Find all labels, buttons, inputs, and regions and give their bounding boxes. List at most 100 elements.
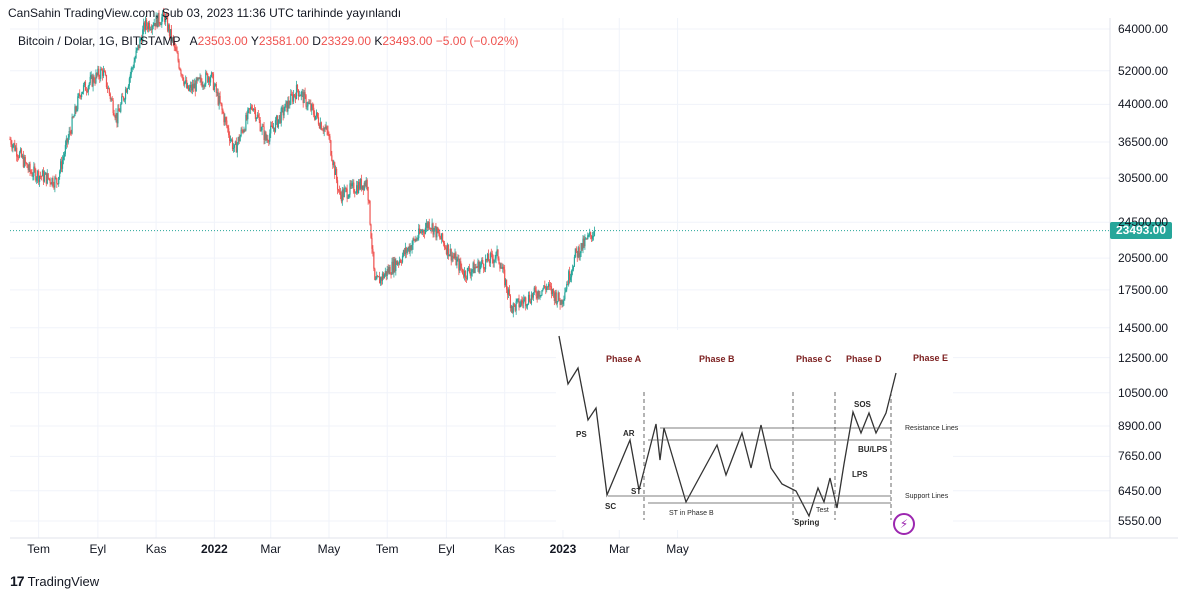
candle-body xyxy=(258,117,260,121)
candle-body xyxy=(104,72,107,75)
candle-body xyxy=(244,129,246,131)
candle-body xyxy=(294,95,297,100)
candle-body xyxy=(468,267,470,273)
candle-body xyxy=(445,248,448,255)
time-tick-label: Eyl xyxy=(438,542,455,556)
candle-body xyxy=(547,286,549,288)
candle-body xyxy=(250,106,252,110)
candle-body xyxy=(272,127,275,129)
candle-body xyxy=(537,290,539,299)
candle-body xyxy=(265,132,267,140)
candle-body xyxy=(545,287,547,291)
candle-body xyxy=(281,107,283,109)
candle-body xyxy=(306,106,308,108)
candle-body xyxy=(47,173,49,179)
candle-body xyxy=(553,293,555,301)
candle-body xyxy=(188,87,191,91)
candle-body xyxy=(174,46,176,48)
candle-body xyxy=(529,301,532,304)
candle-body xyxy=(463,273,465,277)
candle-body xyxy=(347,197,349,199)
candle-body xyxy=(71,116,73,134)
candle-body xyxy=(539,295,541,297)
candle-body xyxy=(84,82,87,91)
candle-body xyxy=(457,258,459,260)
candle-body xyxy=(249,108,251,110)
candle-body xyxy=(145,19,147,30)
price-tick-label: 20500.00 xyxy=(1118,251,1169,266)
candle-body xyxy=(229,135,231,142)
candle-body xyxy=(56,178,58,184)
candle-body xyxy=(15,147,17,151)
candle-body xyxy=(318,124,321,129)
candle-body xyxy=(46,173,48,184)
candle-body xyxy=(26,163,28,168)
time-tick-label: Mar xyxy=(260,542,282,556)
candle-body xyxy=(303,92,305,104)
candle-body xyxy=(220,102,222,105)
candle-body xyxy=(195,78,197,92)
candle-body xyxy=(253,109,256,110)
high-label: Y xyxy=(250,34,259,48)
candle-body xyxy=(176,51,178,54)
candle-body xyxy=(11,144,13,149)
candle-body xyxy=(10,139,12,145)
candle-body xyxy=(128,78,130,86)
candle-body xyxy=(153,23,155,26)
candle-body xyxy=(478,261,480,273)
candle-body xyxy=(25,162,27,164)
candle-body xyxy=(39,175,42,177)
candle-body xyxy=(464,271,467,278)
candle-body xyxy=(496,249,498,253)
candle-body xyxy=(102,70,104,76)
candle-body xyxy=(61,159,64,169)
price-tick-label: 52000.00 xyxy=(1118,63,1169,78)
candle-body xyxy=(563,298,565,301)
candle-body xyxy=(119,111,121,113)
candle-body xyxy=(340,195,342,202)
candle-body xyxy=(576,251,578,258)
candle-body xyxy=(368,200,370,202)
candle-body xyxy=(270,125,272,134)
candle-body xyxy=(442,241,445,244)
candle-body xyxy=(327,130,329,135)
candle-body xyxy=(121,96,123,104)
candle-body xyxy=(378,276,380,278)
candle-body xyxy=(77,96,79,110)
candle-body xyxy=(130,68,132,75)
open-label: A xyxy=(189,34,198,48)
candle-body xyxy=(466,267,469,279)
candle-body xyxy=(172,37,174,42)
candle-body xyxy=(205,72,207,85)
candle-body xyxy=(203,85,205,87)
candle-body xyxy=(31,172,33,177)
candle-body xyxy=(233,144,236,148)
candle-body xyxy=(548,284,551,286)
candle-body xyxy=(561,299,563,304)
tradingview-footer[interactable]: 17 TradingView xyxy=(10,573,99,589)
candle-body xyxy=(325,126,327,129)
candle-body xyxy=(472,262,474,270)
candle-body xyxy=(373,251,375,269)
candle-body xyxy=(38,171,40,182)
candle-body xyxy=(470,271,472,276)
price-tick-label: 24500.00 xyxy=(1118,215,1169,230)
candle-body xyxy=(278,115,280,120)
candle-body xyxy=(30,171,32,173)
candle-body xyxy=(23,157,25,167)
candle-body xyxy=(389,266,391,275)
candle-body xyxy=(366,179,368,188)
candle-body xyxy=(376,275,378,280)
lightning-icon[interactable]: ⚡ xyxy=(893,513,915,535)
candle-body xyxy=(254,109,257,119)
candle-body xyxy=(16,147,18,157)
candle-body xyxy=(467,267,469,269)
candle-body xyxy=(345,188,347,190)
candle-body xyxy=(276,116,278,128)
time-tick-label: Kas xyxy=(494,542,516,556)
candle-body xyxy=(256,114,258,118)
symbol-name[interactable]: Bitcoin / Dolar, 1G, BITSTAMP xyxy=(18,34,181,48)
candle-body xyxy=(510,306,512,309)
candle-body xyxy=(251,108,254,111)
candle-body xyxy=(341,189,343,202)
